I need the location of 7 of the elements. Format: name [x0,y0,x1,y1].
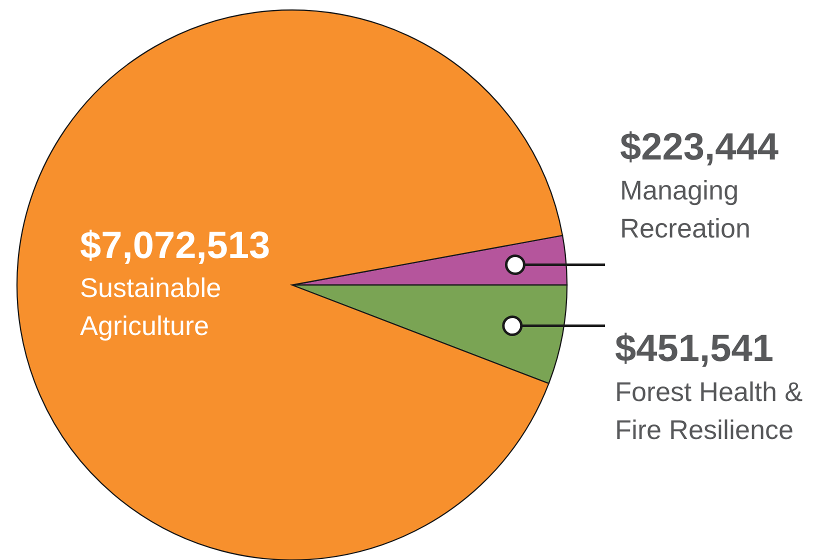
slice-label: Forest Health & Fire Resilience [615,376,803,445]
slice-label: Managing Recreation [620,176,751,244]
pie-slice [16,9,564,560]
data-label: $451,541 [615,328,774,370]
data-label: $223,444 [620,126,778,169]
data-label: $7,072,513 [80,225,270,267]
slice-label: Sustainable Agriculture [80,273,222,341]
